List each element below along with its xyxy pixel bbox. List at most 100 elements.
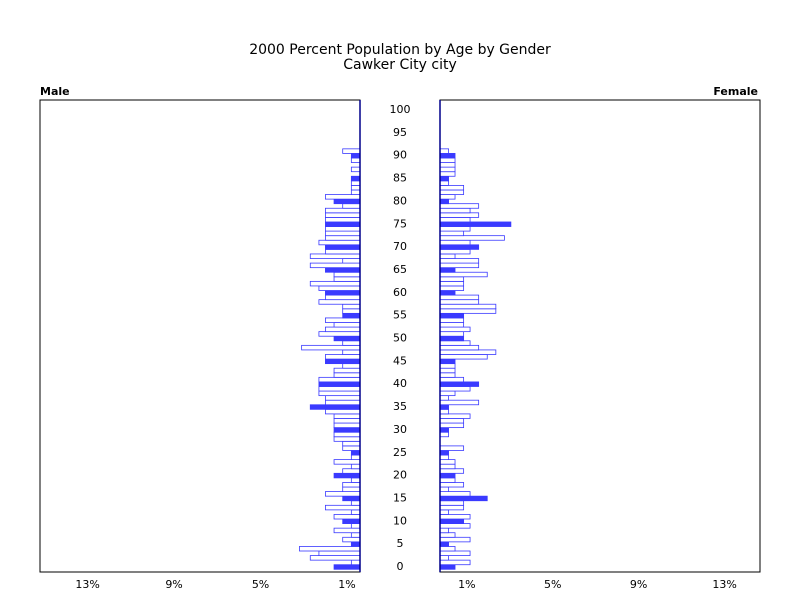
bar [333,271,361,278]
bar [439,527,449,534]
bar [325,326,361,333]
bar [342,303,361,310]
bar [439,308,497,314]
bar [439,550,471,556]
bar [439,514,471,520]
bar [439,294,480,301]
bar [350,509,361,515]
bar [439,349,497,355]
bar [439,171,456,177]
bar [439,367,456,374]
bar [342,495,361,502]
bar [439,153,456,159]
bar [439,331,465,337]
bar [333,431,361,438]
bar [325,226,361,232]
age-label: 100 [390,103,411,116]
bar [333,198,361,205]
bar [342,482,361,488]
bar [439,381,480,387]
bar [350,541,361,547]
age-label: 55 [393,309,407,322]
bar [439,198,449,205]
bar [318,299,361,305]
bar [350,180,361,186]
bar [439,386,471,392]
bar [439,175,449,182]
bar [439,212,480,218]
bar [342,518,361,524]
bar [439,185,465,191]
bar [439,413,471,419]
bar [325,221,361,227]
age-label: 80 [393,194,407,207]
bar [439,312,465,319]
bar [342,445,361,451]
bar [439,376,465,383]
bar [333,427,361,433]
bar [309,253,361,259]
bar [325,244,361,250]
bar [439,564,456,570]
x-tick-label: 13% [712,578,736,591]
bar [439,157,456,163]
bar [439,326,471,333]
age-label: 40 [393,377,407,390]
bar [350,500,361,506]
age-label: 35 [393,400,407,413]
bar [342,536,361,543]
bar [439,335,465,342]
bar [333,472,361,479]
bar [439,518,465,524]
bar [439,354,488,360]
bar [318,331,361,337]
bar [325,194,361,200]
bar [439,244,480,250]
bar [439,454,449,461]
bar [439,445,465,451]
bar [342,258,361,264]
bar [439,504,465,511]
bar [342,203,361,209]
bar [325,354,361,360]
bar [342,440,361,447]
chart-title: 2000 Percent Population by Age by Gender [249,42,551,58]
bar [318,390,361,397]
bar [325,491,361,497]
bar [333,276,361,282]
bar [439,226,471,232]
age-label: 10 [393,514,407,527]
bar [439,358,456,365]
bar [439,472,456,479]
bar [333,418,361,424]
bar [439,555,449,561]
bar [439,450,449,456]
age-label: 0 [397,560,404,573]
bar [333,335,361,342]
bar [439,235,505,241]
bar [333,564,361,570]
bar [439,344,480,351]
bar [439,267,456,273]
bar [350,523,361,529]
panel-label: Female [713,85,758,98]
bar [318,550,361,556]
bar [439,285,465,291]
bar [333,527,361,534]
bar [325,248,361,255]
bar [350,450,361,456]
bar [342,349,361,355]
bar [350,189,361,195]
bar [333,459,361,465]
bar [439,221,512,227]
bar [350,175,361,182]
bar [439,148,449,154]
bar [333,413,361,419]
bar [439,541,449,547]
bar [439,431,449,438]
bar [333,367,361,374]
bar [325,408,361,415]
bar [439,399,480,406]
bar [439,422,465,429]
